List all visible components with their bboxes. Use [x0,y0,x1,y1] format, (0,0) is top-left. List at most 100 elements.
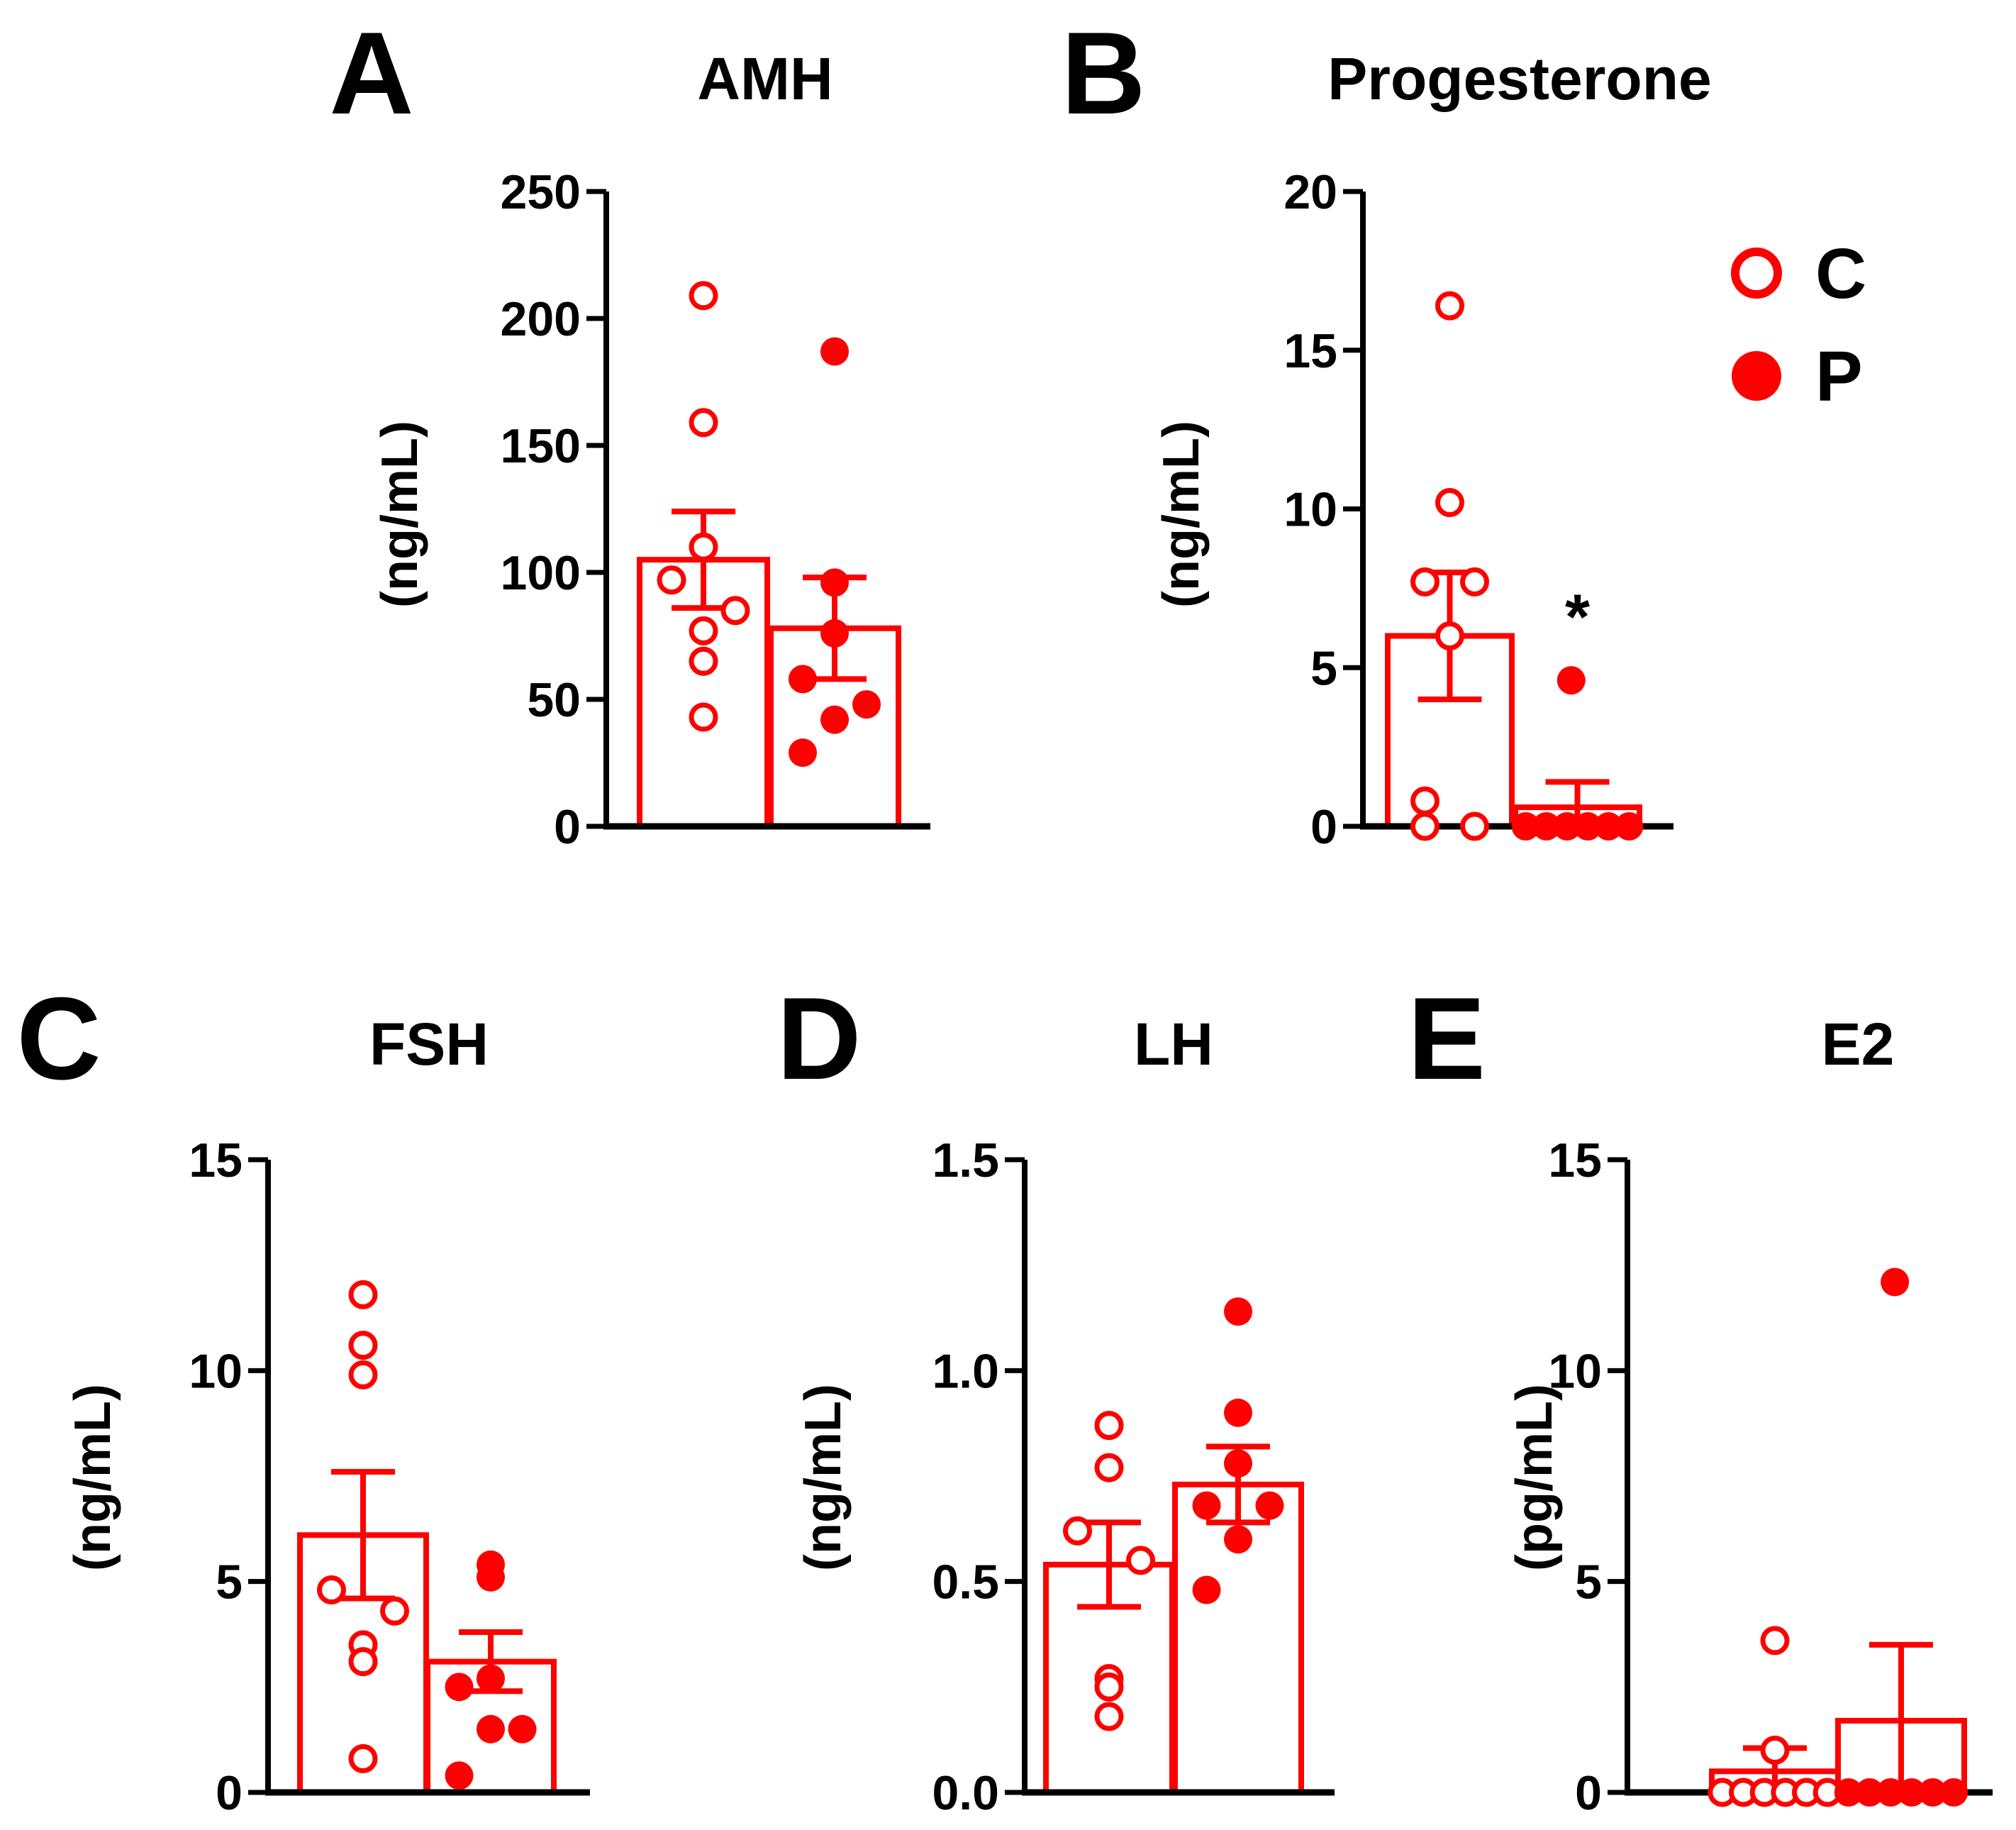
data-point-c [348,1647,378,1677]
y-tick-label: 10 [1283,483,1337,537]
data-point-p [1881,1268,1910,1297]
chart-title: LH [1134,1011,1213,1077]
panel-letter: C [16,973,101,1104]
data-point-c [689,281,718,311]
y-axis-label: (ng/mL) [372,421,428,608]
y-tick-label: 5 [216,1556,243,1609]
y-tick-label: 1.0 [932,1344,999,1398]
data-point-p [1192,1575,1221,1604]
chart-title: FSH [369,1011,489,1077]
panel-a: A AMH (ng/mL) 0 50 100 150 200 250 [329,8,930,854]
data-point-c [317,1575,346,1605]
data-point-c [348,1360,378,1390]
y-tick-label: 1.5 [932,1133,999,1187]
data-point-c [380,1596,409,1626]
y-axis-label: (ng/mL) [1153,421,1210,608]
data-point-p [820,705,849,734]
y-axis-label: (pg/mL) [1506,1384,1563,1571]
data-point-c [1410,811,1439,841]
legend: CP [1731,234,1866,416]
y-tick-label: 20 [1283,165,1337,219]
data-point-c [657,565,686,595]
data-point-c [689,616,718,645]
chart-title: E2 [1822,1011,1895,1077]
data-point-c [1460,811,1489,841]
data-point-p [477,1664,505,1693]
y-tick-label: 15 [189,1133,243,1187]
y-tick-label: 250 [501,165,581,219]
panel-letter: E [1408,973,1486,1104]
data-point-p [1532,812,1561,841]
panel-d: D LH (ng/mL) 0.0 0.5 1.0 1.5 [776,973,1335,1820]
y-tick-label: 5 [1575,1556,1602,1609]
data-point-p [820,337,849,366]
legend-label-p: P [1815,337,1863,416]
panel-c: C FSH (ng/mL) 0 5 10 15 [16,973,590,1820]
data-point-p [1224,1449,1252,1478]
y-axis-label: (ng/mL) [795,1384,852,1571]
y-tick-label: 15 [1283,324,1337,378]
panel-e: E E2 (pg/mL) 0 5 10 15 [1408,973,1993,1820]
data-point-p [820,619,849,648]
data-point-c [348,1331,378,1360]
data-point-c [1410,567,1439,597]
chart-title: Progesterone [1327,45,1712,112]
data-point-p [1876,1778,1905,1807]
panel-letter: B [1061,8,1145,138]
data-point-c [1094,1453,1124,1482]
data-point-p [1224,1297,1252,1326]
data-point-p [1918,1778,1947,1807]
data-point-c [689,702,718,732]
y-tick-label: 150 [501,419,581,473]
y-tick-label: 0 [216,1766,243,1820]
data-point-c [689,532,718,562]
data-point-c [1410,786,1439,816]
data-point-c [1760,1626,1790,1656]
chart-title: AMH [697,45,832,112]
y-tick-label: 100 [501,546,581,600]
data-point-p [789,665,817,694]
panel-letter: A [329,8,413,138]
data-point-c [348,1743,378,1773]
data-point-c [1094,1672,1124,1702]
data-point-p [1855,1778,1884,1807]
data-point-p [1224,1398,1252,1427]
y-tick-label: 0 [1310,800,1337,854]
legend-label-c: C [1815,234,1866,314]
data-point-p [1511,812,1540,841]
y-tick-label: 0.0 [932,1766,999,1820]
data-point-p [1834,1778,1863,1807]
data-point-p [1615,812,1644,841]
data-point-c [1126,1546,1155,1575]
legend-marker-p [1732,351,1781,401]
data-point-c [1435,621,1464,650]
data-point-c [1760,1736,1790,1765]
data-point-p [1552,812,1581,841]
data-point-c [689,646,718,676]
data-point-c [1435,488,1464,518]
data-point-c [1094,1702,1124,1731]
data-point-p [477,1563,505,1592]
data-point-c [1460,567,1489,597]
data-point-p [789,738,817,767]
data-point-p [1224,1525,1252,1554]
data-point-p [1574,812,1603,841]
data-point-p [1897,1778,1926,1807]
data-point-p [1255,1491,1284,1520]
y-tick-label: 5 [1310,641,1337,695]
y-tick-label: 10 [189,1344,243,1398]
data-point-c [1435,291,1464,321]
data-point-c [348,1280,378,1309]
data-point-c [689,408,718,438]
y-tick-label: 0 [554,800,581,854]
y-axis-label: (ng/mL) [65,1384,121,1571]
y-tick-label: 50 [527,673,581,727]
y-tick-label: 10 [1548,1344,1602,1398]
data-point-p [445,1761,474,1790]
data-point-c [1063,1516,1092,1546]
data-point-p [1939,1778,1968,1807]
panel-letter: D [776,973,861,1104]
y-tick-label: 15 [1548,1133,1602,1187]
data-point-p [477,1714,505,1743]
